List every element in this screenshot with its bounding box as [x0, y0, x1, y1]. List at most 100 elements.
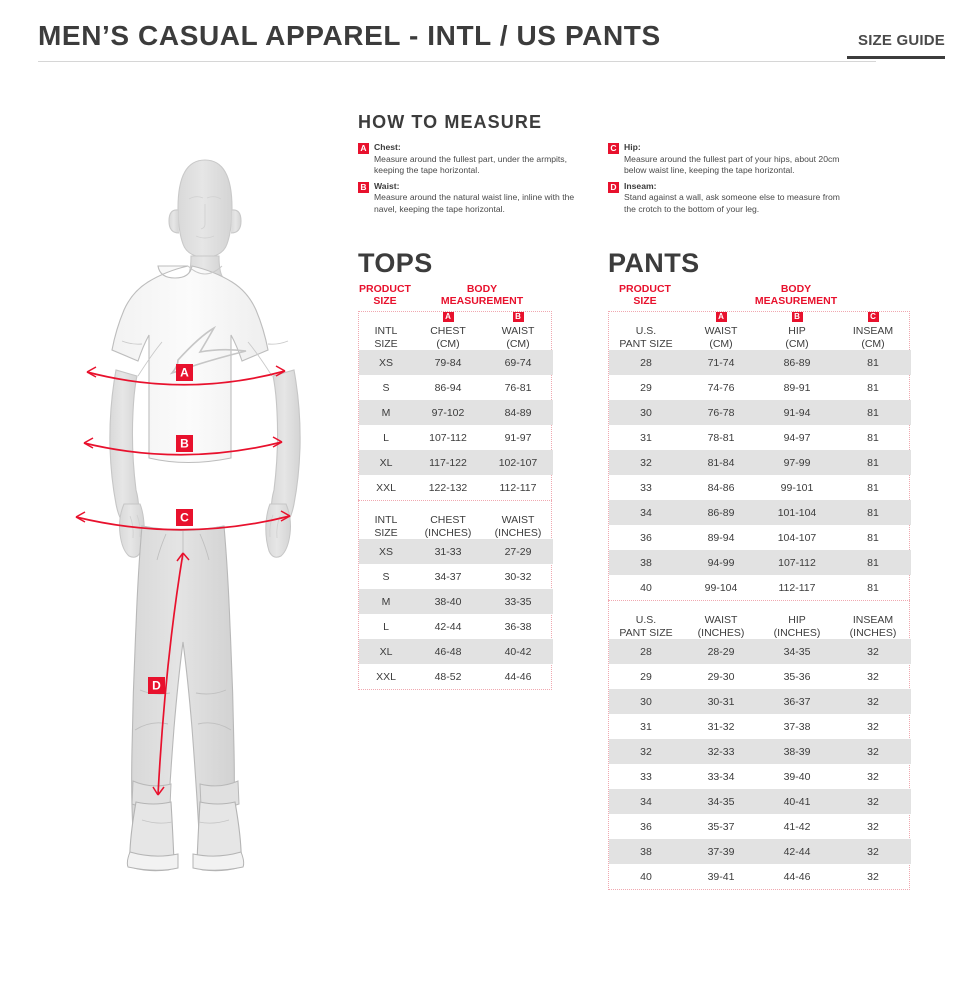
pants-inches-value-cell: 31-32: [707, 720, 735, 733]
pants-inches-value-cell: 29-30: [707, 670, 735, 683]
badge-c-icon: C: [608, 143, 619, 154]
pants-cm-table: U.S. PANT SIZE A WAIST (CM) B HIP (CM) C INSEAM (C…: [609, 312, 911, 600]
badge-spacer: [641, 601, 652, 611]
tops-cm-value-cell: 102-107: [483, 450, 553, 475]
pants-title: PANTS: [608, 248, 700, 278]
pants-cm-column-header: C INSEAM (CM): [835, 312, 911, 350]
svg-text:D: D: [152, 679, 161, 693]
column-header-line2: (CM): [861, 337, 885, 350]
badge-spacer: [868, 601, 879, 611]
tops-cm-size-cell: XXL: [376, 481, 396, 494]
pants-inches-size-cell: 31: [640, 720, 652, 733]
table-row: M 97-102 84-89: [359, 400, 553, 425]
column-header-line1: WAIST: [501, 514, 535, 526]
tops-inches-value-cell: 42-44: [434, 620, 462, 633]
tops-cm-table: INTL SIZE A CHEST (CM) B WAIST (CM) XS 79-84 69-74…: [359, 312, 553, 500]
tops-inches-column-header: CHEST (INCHES): [413, 501, 483, 539]
pants-cm-value-cell: 81-84: [683, 450, 759, 475]
table-row: 28 28-29 34-35 32: [609, 639, 911, 664]
column-header-line1: HIP: [788, 325, 806, 337]
pants-cm-value-cell: 81: [835, 350, 911, 375]
figure-marker-d: D: [148, 677, 165, 694]
svg-text:C: C: [180, 511, 189, 525]
tops-inches-value-cell: 38-40: [413, 589, 483, 614]
pants-inches-value-cell: 32: [867, 870, 879, 883]
tops-group-body-measurement: BODY MEASUREMENT: [440, 283, 524, 307]
pants-cm-size-cell: 31: [640, 431, 652, 444]
pants-cm-size-cell: 28: [609, 350, 683, 375]
tops-cm-column-header: A CHEST (CM): [413, 312, 483, 350]
pants-cm-value-cell: 94-97: [783, 431, 811, 444]
column-header-line1: U.S.: [635, 325, 657, 337]
column-header-line2: (CM): [785, 337, 809, 350]
table-row: 34 34-35 40-41 32: [609, 789, 911, 814]
badge-a-icon: A: [358, 143, 369, 154]
tops-cm-value-cell: 107-112: [429, 431, 467, 444]
pants-cm-value-cell: 91-94: [759, 400, 835, 425]
pants-cm-value-cell: 94-99: [683, 550, 759, 575]
badge-spacer: [641, 312, 652, 322]
table-row: 34 86-89 101-104 81: [609, 500, 911, 525]
figure-shoes: [129, 801, 242, 872]
table-row: 31 31-32 37-38 32: [609, 714, 911, 739]
tops-cm-size-cell: XS: [359, 350, 413, 375]
tops-inches-value-cell: 30-32: [504, 570, 532, 583]
tops-inches-value-cell: 27-29: [483, 539, 553, 564]
pants-cm-header-row: U.S. PANT SIZE A WAIST (CM) B HIP (CM) C INSEAM (C…: [609, 312, 911, 350]
table-row: XL 117-122 102-107: [359, 450, 553, 475]
pants-inches-value-cell: 39-40: [783, 770, 811, 783]
column-header-line1: WAIST: [704, 614, 738, 626]
table-row: 38 94-99 107-112 81: [609, 550, 911, 575]
column-header-line2: PANT SIZE: [619, 626, 673, 639]
tops-inches-value-cell: 40-42: [483, 639, 553, 664]
table-row: 31 78-81 94-97 81: [609, 425, 911, 450]
how-to-measure-term: Inseam:: [624, 180, 657, 191]
how-to-measure-column-left: A Chest: Measure around the fullest part…: [358, 142, 590, 219]
measure-line-d: [157, 552, 184, 796]
table-row: XXL 48-52 44-46: [359, 664, 553, 689]
tops-inches-value-cell: 46-48: [413, 639, 483, 664]
table-row: XS 31-33 27-29: [359, 539, 553, 564]
tops-inches-table-wrap: INTL SIZE CHEST (INCHES) WAIST (INCHES) XS 31…: [358, 500, 553, 690]
table-row: 29 29-30 35-36 32: [609, 664, 911, 689]
pants-cm-value-cell: 78-81: [707, 431, 735, 444]
pants-cm-value-cell: 76-78: [683, 400, 759, 425]
pants-inches-value-cell: 32: [867, 820, 879, 833]
tops-inches-column-header: WAIST (INCHES): [483, 501, 553, 539]
pants-inches-value-cell: 40-41: [759, 789, 835, 814]
tops-inches-column-header: INTL SIZE: [359, 501, 413, 539]
page-title: MEN’S CASUAL APPAREL - INTL / US PANTS: [38, 20, 661, 51]
pants-inches-size-cell: 28: [609, 639, 683, 664]
pants-cm-value-cell: 104-107: [777, 531, 817, 544]
table-row: 40 99-104 112-117 81: [609, 575, 911, 600]
how-to-measure-text: Measure around the fullest part of your …: [624, 153, 840, 176]
pants-cm-value-cell: 74-76: [707, 381, 735, 394]
tops-cm-size-cell: XL: [359, 450, 413, 475]
tops-cm-header-row: INTL SIZE A CHEST (CM) B WAIST (CM): [359, 312, 553, 350]
pants-cm-value-cell: 81: [835, 450, 911, 475]
pants-inches-table: U.S. PANT SIZE WAIST (INCHES) HIP (INCHES) …: [609, 601, 911, 889]
tops-inches-value-cell: 44-46: [504, 670, 532, 683]
pants-cm-value-cell: 81: [867, 381, 879, 394]
badge-c-icon: C: [867, 312, 879, 322]
tops-group-product-size: PRODUCT SIZE: [359, 283, 411, 307]
pants-cm-value-cell: 71-74: [683, 350, 759, 375]
page-header: MEN’S CASUAL APPAREL - INTL / US PANTS S…: [0, 0, 979, 70]
pants-inches-value-cell: 38-39: [759, 739, 835, 764]
tops-cm-size-cell: L: [383, 431, 389, 444]
how-to-measure-term: Hip:: [624, 142, 641, 152]
tops-cm-value-cell: 76-81: [504, 381, 532, 394]
pants-cm-size-cell: 34: [609, 500, 683, 525]
pants-cm-value-cell: 81: [867, 431, 879, 444]
how-to-measure-text: Measure around the fullest part, under t…: [374, 153, 567, 176]
pants-inches-value-cell: 32: [835, 639, 911, 664]
pants-inches-value-cell: 44-46: [783, 870, 811, 883]
tops-cm-value-cell: 97-102: [413, 400, 483, 425]
column-header-line2: (INCHES): [494, 526, 542, 539]
pants-cm-size-cell: 38: [609, 550, 683, 575]
size-guide-underline: [847, 56, 945, 59]
pants-group-body-measurement: BODY MEASUREMENT: [754, 283, 838, 307]
badge-spacer: [716, 601, 727, 611]
tops-inches-size-cell: M: [359, 589, 413, 614]
pants-inches-value-cell: 33-34: [707, 770, 735, 783]
